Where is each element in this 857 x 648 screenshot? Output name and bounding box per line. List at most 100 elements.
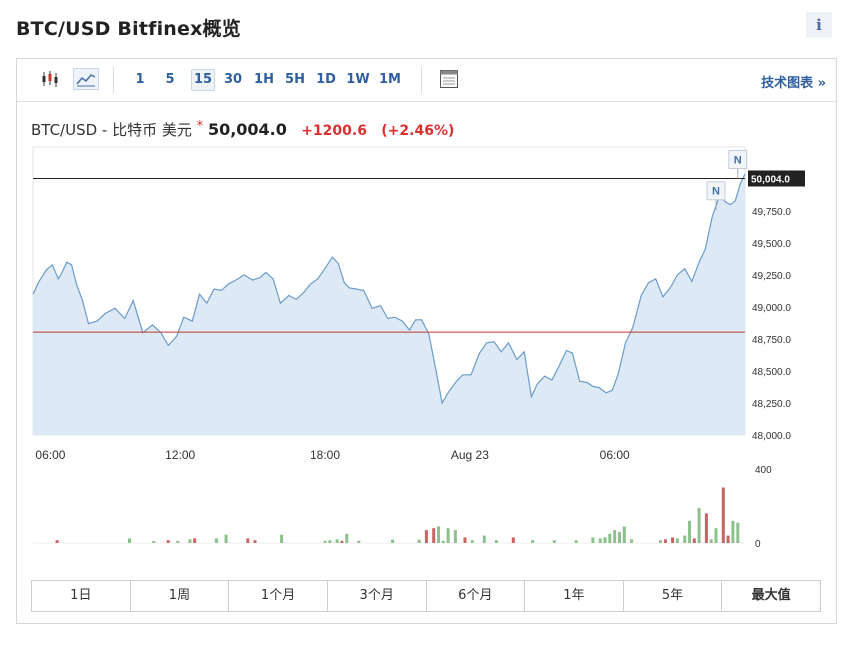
volume-bar <box>253 540 257 543</box>
price-line <box>32 173 746 405</box>
volume-bar <box>671 537 675 543</box>
volume-bar <box>424 530 428 543</box>
candlestick-chart-icon[interactable] <box>39 68 65 90</box>
volume-bar <box>598 538 602 543</box>
volume-bar <box>417 539 421 543</box>
event-marker-label: N <box>734 154 742 166</box>
volume-bar <box>335 539 339 543</box>
price-chart[interactable]: 48,000.0 48,250.0 48,500.0 48,750.0 49,000.0… <box>17 59 836 579</box>
interval-30[interactable]: 30 <box>223 72 243 87</box>
volume-bar <box>446 528 450 543</box>
last-price-badge-label: 50,004.0 <box>751 174 790 185</box>
volume-bar <box>193 538 197 543</box>
volume-bar <box>214 538 218 543</box>
volume-bar <box>603 537 607 543</box>
x-tick-label: 12:00 <box>165 448 195 462</box>
y-tick-label: 48,250.0 <box>752 399 791 410</box>
volume-bar <box>697 507 701 543</box>
range-tab-max[interactable]: 最大值 <box>751 588 791 603</box>
y-tick-label: 49,250.0 <box>752 271 791 282</box>
range-tab-1m[interactable]: 1个月 <box>229 581 328 611</box>
volume-bar <box>152 541 156 543</box>
volume-bar <box>531 540 535 543</box>
volume-bar <box>224 534 228 543</box>
range-tab-1y[interactable]: 1年 <box>525 581 624 611</box>
volume-bar <box>432 528 436 543</box>
technical-chart-link[interactable]: 技术图表 » <box>761 76 826 91</box>
volume-bar <box>246 538 250 543</box>
volume-bar <box>552 540 556 543</box>
chart-card: 1 5 15 30 1H 5H 1D 1W 1M 技术图表 » BTC/USD … <box>16 58 837 624</box>
quote-line: BTC/USD - 比特币 美元 * 50,004.0 +1200.6 (+2.… <box>31 119 454 140</box>
interval-1w[interactable]: 1W <box>346 72 370 87</box>
range-tab-6m[interactable]: 6个月 <box>427 581 526 611</box>
volume-bar <box>55 540 59 543</box>
last-price-badge <box>748 170 805 187</box>
event-marker <box>728 149 748 169</box>
price-area <box>33 173 745 435</box>
table-view-icon[interactable] <box>437 68 463 90</box>
interval-1[interactable]: 1 <box>135 72 145 87</box>
range-tab-3m[interactable]: 3个月 <box>328 581 427 611</box>
price-change: +1200.6 <box>301 123 367 139</box>
y-tick-label: 49,750.0 <box>752 207 791 218</box>
toolbar-divider <box>421 67 422 93</box>
y-tick-label: 49,000.0 <box>752 303 791 314</box>
volume-bar <box>663 539 667 543</box>
volume-bar <box>622 526 626 543</box>
volume-bar <box>731 520 735 543</box>
volume-bar <box>618 531 621 543</box>
interval-5h[interactable]: 5H <box>285 72 305 87</box>
info-icon[interactable]: i <box>806 12 832 38</box>
interval-1m[interactable]: 1M <box>379 72 401 87</box>
interval-1h[interactable]: 1H <box>254 72 274 87</box>
volume-bar <box>675 538 679 543</box>
price-change-percent: (+2.46%) <box>381 123 455 139</box>
volume-bar <box>574 540 578 543</box>
volume-bar <box>166 540 170 543</box>
volume-bar <box>441 540 445 543</box>
range-tab-1d[interactable]: 1日 <box>32 581 131 611</box>
volume-bar <box>726 535 730 543</box>
volume-axis-label: 0 <box>755 539 761 550</box>
volume-bar <box>709 539 713 543</box>
volume-bar <box>463 537 467 543</box>
volume-bar <box>688 520 691 543</box>
area-chart-icon[interactable] <box>73 68 99 90</box>
volume-bar <box>323 540 327 543</box>
volume-bar <box>704 513 708 543</box>
volume-bar <box>721 487 725 543</box>
volume-bar <box>613 530 617 543</box>
volume-bar <box>188 539 192 543</box>
volume-bar <box>345 533 349 544</box>
y-tick-label: 48,000.0 <box>752 431 791 442</box>
volume-bar <box>391 539 395 543</box>
realtime-marker: * <box>196 119 204 134</box>
volume-bar <box>714 528 718 543</box>
volume-bar <box>280 534 284 543</box>
interval-5[interactable]: 5 <box>165 72 175 87</box>
toolbar-divider <box>113 67 114 93</box>
volume-bar <box>692 538 696 543</box>
interval-1d[interactable]: 1D <box>316 72 336 87</box>
range-tabs: 1日 1周 1个月 3个月 6个月 1年 5年 最大值 <box>31 580 821 612</box>
event-marker <box>706 181 726 201</box>
volume-bar <box>736 522 740 543</box>
range-tab-1w[interactable]: 1周 <box>131 581 230 611</box>
volume-bar <box>591 537 595 543</box>
interval-15[interactable]: 15 <box>191 69 215 91</box>
y-tick-label: 48,750.0 <box>752 335 791 346</box>
volume-bar <box>511 537 515 543</box>
x-tick-label: 06:00 <box>35 448 65 462</box>
volume-bar <box>453 530 457 543</box>
range-tab-5y[interactable]: 5年 <box>624 581 723 611</box>
event-marker-label: N <box>712 186 720 198</box>
last-price: 50,004.0 <box>207 120 287 139</box>
volume-bar <box>630 539 634 543</box>
x-tick-label: 06:00 <box>600 448 630 462</box>
symbol-label: BTC/USD - 比特币 美元 <box>31 121 192 139</box>
page-title: BTC/USD Bitfinex概览 <box>16 18 241 40</box>
volume-bar <box>437 526 440 543</box>
y-tick-label: 48,500.0 <box>752 367 791 378</box>
volume-bar <box>470 540 474 543</box>
